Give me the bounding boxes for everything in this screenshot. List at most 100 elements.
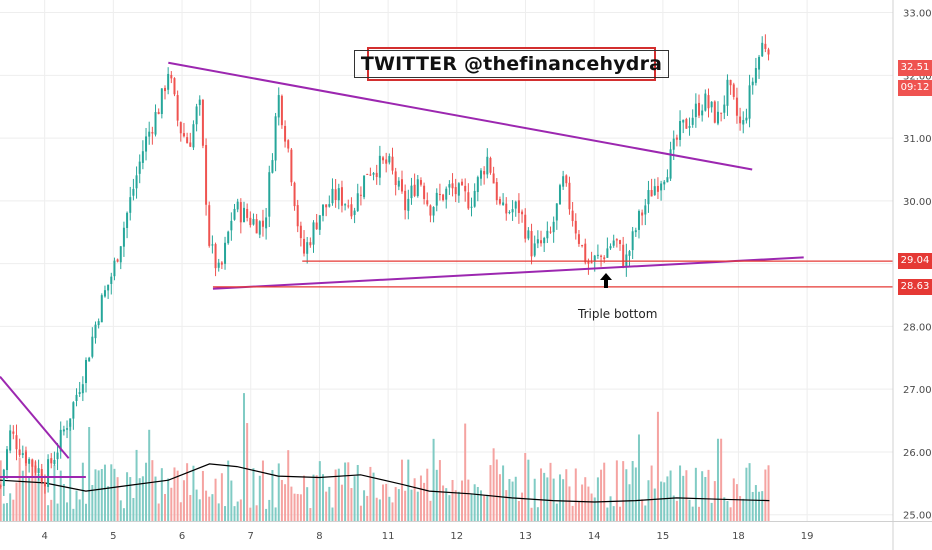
candle-body	[634, 230, 637, 233]
candle-body	[391, 156, 394, 171]
candle-body	[691, 117, 694, 125]
candle-body	[672, 138, 675, 150]
volume-bar	[745, 467, 748, 521]
candle-body	[107, 284, 110, 291]
y-tick-label: 26.00	[903, 448, 932, 459]
candle-body	[457, 183, 460, 196]
candle-body	[647, 190, 650, 205]
volume-bar	[274, 507, 277, 521]
x-tick-label: 13	[519, 531, 532, 542]
volume-bar	[132, 497, 135, 521]
volume-bar	[28, 476, 31, 521]
volume-bar	[521, 492, 524, 521]
volume-bar	[151, 460, 154, 521]
candle-body	[328, 204, 331, 207]
price-axis[interactable]: 25.0026.0027.0028.0029.0030.0031.0032.00…	[892, 0, 932, 550]
volume-bar	[758, 491, 761, 521]
volume-bar	[299, 494, 302, 521]
candle-body	[729, 79, 732, 86]
level-lower-tag: 28.63	[898, 278, 932, 295]
volume-bar	[284, 484, 287, 521]
time-axis[interactable]: 4 5 6 7 8 11 12 13 14 15 18 19	[0, 521, 932, 543]
volume-bar	[220, 473, 223, 521]
volume-bar	[145, 462, 148, 521]
volume-bar	[679, 465, 682, 521]
y-tick-label: 32.00	[903, 71, 932, 82]
volume-bar	[192, 465, 195, 521]
candle-body	[767, 49, 770, 55]
candle-body	[363, 175, 366, 198]
volume-bar	[122, 508, 125, 521]
x-tick-label: 11	[382, 531, 395, 542]
y-tick-label: 31.00	[903, 134, 932, 145]
volume-bar	[318, 461, 321, 521]
volume-bar	[325, 491, 328, 521]
candle-body	[242, 207, 245, 222]
volume-bar	[337, 468, 340, 521]
candle-body	[43, 482, 46, 487]
volume-bar	[382, 484, 385, 521]
candle-body	[334, 189, 337, 201]
volume-bar	[660, 481, 663, 521]
candle-body	[751, 81, 754, 86]
candle-body	[619, 240, 622, 244]
triangle-lower-trendline	[212, 256, 804, 290]
candle-body	[644, 205, 647, 215]
volume-bar	[419, 475, 422, 521]
volume-bar	[287, 450, 290, 521]
candle-body	[331, 188, 334, 204]
candle-body	[255, 219, 258, 234]
candle-body	[495, 182, 498, 201]
candle-body	[312, 222, 315, 245]
candle-body	[615, 239, 618, 241]
candle-body	[581, 245, 584, 247]
candle-body	[6, 449, 9, 471]
volume-bar	[24, 450, 27, 521]
candle-body	[167, 73, 170, 90]
candle-body	[568, 182, 571, 210]
candle-body	[56, 452, 59, 460]
volume-bar	[426, 468, 429, 521]
volume-bar	[296, 493, 299, 521]
candle-body	[505, 203, 508, 214]
volume-bar	[356, 464, 359, 521]
candle-body	[296, 205, 299, 227]
candle-body	[552, 221, 555, 233]
volume-bar	[451, 479, 454, 521]
candle-body	[189, 142, 192, 147]
candle-body	[442, 194, 445, 201]
volume-bar	[148, 429, 151, 521]
volume-bar	[748, 463, 751, 521]
candle-body	[214, 244, 217, 269]
volume-bar	[328, 486, 331, 521]
volume-bar	[495, 459, 498, 521]
candle-body	[489, 157, 492, 173]
volume-bar	[767, 465, 770, 521]
volume-bar	[217, 503, 220, 521]
volume-bar	[723, 497, 726, 521]
candle-body	[546, 230, 549, 239]
volume-bar	[321, 474, 324, 521]
volume-bar	[514, 476, 517, 521]
candle-body	[404, 190, 407, 211]
candle-body	[268, 172, 271, 217]
candle-body	[498, 199, 501, 204]
candle-body	[176, 95, 179, 121]
volume-bar	[312, 474, 315, 521]
candle-body	[574, 220, 577, 234]
candle-body	[508, 212, 511, 214]
candle-body	[271, 160, 274, 173]
volume-bar	[701, 471, 704, 521]
candle-body	[198, 99, 201, 106]
candle-body	[284, 125, 287, 142]
candle-body	[416, 179, 419, 197]
volume-bar	[735, 484, 738, 521]
volume-bar	[18, 457, 21, 521]
candle-body	[562, 176, 565, 187]
volume-bar	[154, 476, 157, 521]
volume-bar	[508, 479, 511, 521]
candle-body	[473, 190, 476, 207]
candle-body	[517, 200, 520, 213]
candle-body	[423, 185, 426, 199]
